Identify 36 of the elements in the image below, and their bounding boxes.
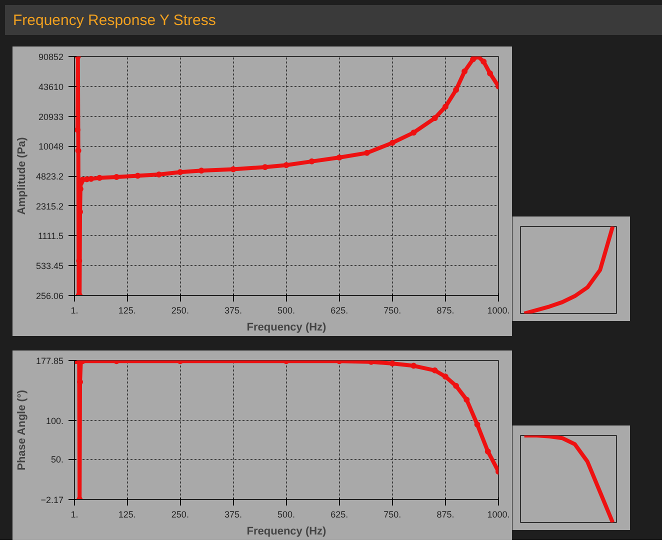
x-tick-label: 250. <box>171 510 189 520</box>
y-tick-label: 100. <box>46 416 64 426</box>
y-axis-title: Amplitude (Pa) <box>16 136 28 215</box>
y-tick-label: 43610 <box>38 82 64 92</box>
x-tick-label: 375. <box>224 306 242 316</box>
x-tick-label: 500. <box>278 510 296 520</box>
x-tick-label: 625. <box>330 510 348 520</box>
y-tick-label: 533.45 <box>36 261 64 272</box>
y-tick-label: 20933 <box>38 112 64 122</box>
y-tick-label: 1111.5 <box>38 231 64 242</box>
y-tick-label: 50. <box>50 454 64 465</box>
x-tick-label: 125. <box>118 510 136 520</box>
x-tick-label: 875. <box>436 510 454 520</box>
x-axis-title: Frequency (Hz) <box>246 526 327 538</box>
y-tick-label: −2.17 <box>40 495 64 505</box>
y-axis-title: Phase Angle (°) <box>16 390 28 470</box>
y-tick-label: 10048 <box>38 142 64 152</box>
y-tick-label: 2315.2 <box>36 201 64 212</box>
x-tick-label: 500. <box>278 306 296 316</box>
y-tick-label: 90852 <box>38 52 64 62</box>
y-tick-label: 4823.2 <box>36 172 64 182</box>
x-tick-label: 1000. <box>487 306 510 316</box>
x-tick-label: 250. <box>171 306 189 316</box>
x-tick-label: 375. <box>224 510 242 520</box>
x-tick-label: 750. <box>384 306 402 316</box>
y-tick-label: 177.85 <box>36 356 64 366</box>
x-tick-label: 1000. <box>487 510 510 520</box>
x-axis-title: Frequency (Hz) <box>246 322 327 334</box>
x-tick-label: 1. <box>70 306 78 316</box>
x-tick-label: 875. <box>436 306 454 316</box>
x-tick-label: 125. <box>118 306 136 316</box>
x-tick-label: 625. <box>330 306 348 316</box>
x-tick-label: 750. <box>384 510 402 520</box>
x-tick-label: 1. <box>70 510 78 520</box>
y-tick-label: 256.06 <box>36 291 64 301</box>
chart-title: Frequency Response Y Stress <box>13 11 216 31</box>
